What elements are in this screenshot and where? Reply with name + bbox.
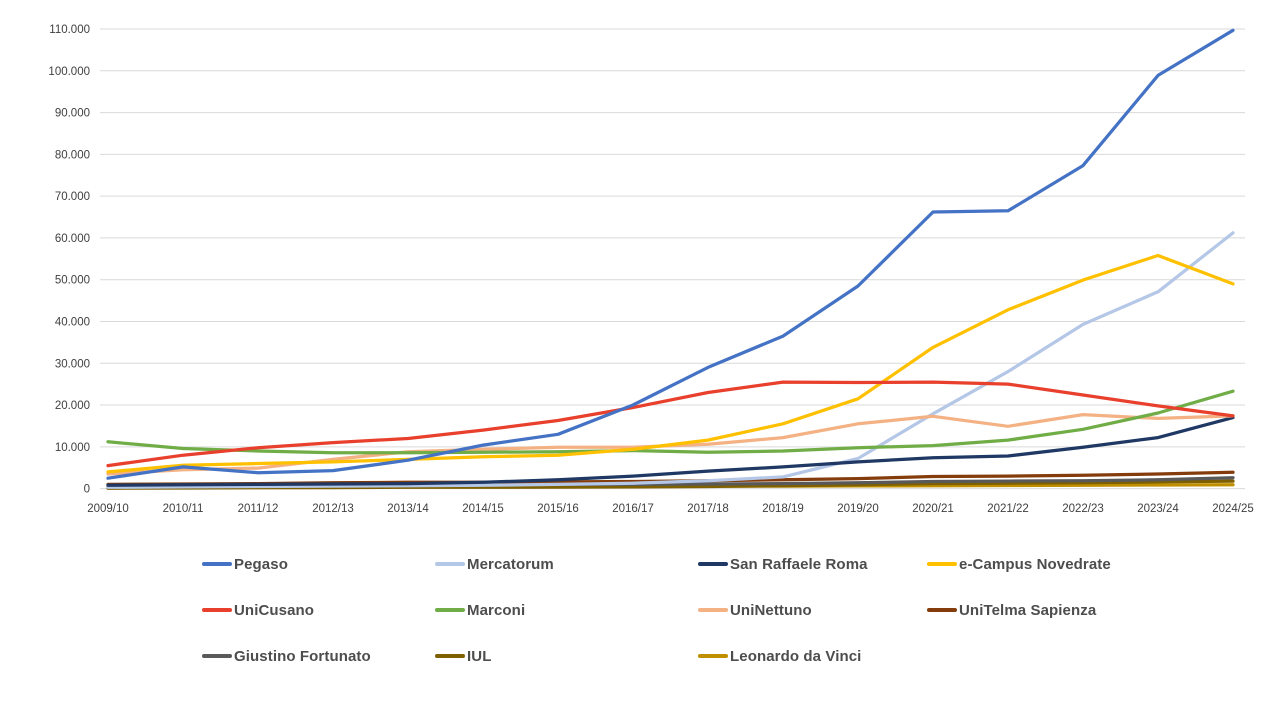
x-tick-label-2014-15: 2014/15 xyxy=(462,503,504,515)
legend-item-unicusano: UniCusano xyxy=(202,602,435,619)
legend-marker-uninettuno xyxy=(698,608,728,612)
legend-item-marconi: Marconi xyxy=(435,602,698,619)
series-line-marconi xyxy=(106,389,1235,455)
legend-label-pegaso: Pegaso xyxy=(234,555,288,573)
legend-item-uninettuno: UniNettuno xyxy=(698,602,927,619)
legend-marker-san-raffaele-roma xyxy=(698,562,728,566)
legend-marker-giustino-fortunato xyxy=(202,654,232,658)
y-tick-label-100-000: 100.000 xyxy=(48,66,90,78)
y-tick-label-90-000: 90.000 xyxy=(55,108,90,120)
legend-marker-unicusano xyxy=(202,608,232,612)
series-line-mercatorum xyxy=(106,231,1235,489)
x-tick-label-2009-10: 2009/10 xyxy=(87,503,129,515)
x-tick-label-2017-18: 2017/18 xyxy=(687,503,729,515)
x-tick-label-2024-25: 2024/25 xyxy=(1212,503,1254,515)
legend-item-unitelma-sapienza: UniTelma Sapienza xyxy=(927,602,1111,619)
x-tick-label-2010-11: 2010/11 xyxy=(163,503,204,515)
series-line-e-campus-novedrate xyxy=(106,253,1235,474)
y-tick-label-20-000: 20.000 xyxy=(55,400,90,412)
x-tick-label-2019-20: 2019/20 xyxy=(837,503,879,515)
legend-marker-leonardo-da-vinci xyxy=(698,654,728,658)
legend-label-leonardo-da-vinci: Leonardo da Vinci xyxy=(730,647,862,665)
y-tick-label-70-000: 70.000 xyxy=(55,191,90,203)
legend-item-mercatorum: Mercatorum xyxy=(435,556,698,573)
legend-label-san-raffaele-roma: San Raffaele Roma xyxy=(730,555,868,573)
series-line-pegaso xyxy=(106,28,1235,480)
x-tick-label-2015-16: 2015/16 xyxy=(537,503,579,515)
x-tick-label-2020-21: 2020/21 xyxy=(912,503,954,515)
legend-label-marconi: Marconi xyxy=(467,601,526,619)
x-tick-label-2016-17: 2016/17 xyxy=(612,503,654,515)
x-tick-label-2012-13: 2012/13 xyxy=(312,503,354,515)
y-tick-label-80-000: 80.000 xyxy=(55,149,90,161)
x-tick-label-2022-23: 2022/23 xyxy=(1062,503,1104,515)
y-tick-label-0: 0 xyxy=(84,484,90,496)
legend-marker-unitelma-sapienza xyxy=(927,608,957,612)
chart-legend: Pegaso Mercatorum San Raffaele Roma e-Campu… xyxy=(202,541,1111,679)
y-tick-label-110-000: 110.000 xyxy=(49,24,90,36)
legend-item-pegaso: Pegaso xyxy=(202,556,435,573)
line-chart-plot-area: 0 10.000 20.000 30.000 40.000 50.000 60.000 70.… xyxy=(48,24,1254,515)
legend-marker-pegaso xyxy=(202,562,232,566)
x-tick-label-2011-12: 2011/12 xyxy=(238,503,279,515)
legend-item-leonardo-da-vinci: Leonardo da Vinci xyxy=(698,648,927,665)
y-tick-label-60-000: 60.000 xyxy=(55,233,90,245)
x-tick-label-2013-14: 2013/14 xyxy=(387,503,429,515)
legend-label-unitelma-sapienza: UniTelma Sapienza xyxy=(959,601,1097,619)
x-tick-label-2023-24: 2023/24 xyxy=(1137,503,1179,515)
legend-marker-iul xyxy=(435,654,465,658)
legend-item-iul: IUL xyxy=(435,648,698,665)
series-line-unicusano xyxy=(106,380,1235,468)
legend-label-e-campus-novedrate: e-Campus Novedrate xyxy=(959,555,1111,573)
x-tick-label-2018-19: 2018/19 xyxy=(762,503,804,515)
legend-marker-marconi xyxy=(435,608,465,612)
legend-label-giustino-fortunato: Giustino Fortunato xyxy=(234,647,371,665)
legend-label-mercatorum: Mercatorum xyxy=(467,555,554,573)
legend-item-san-raffaele-roma: San Raffaele Roma xyxy=(698,556,927,573)
legend-label-iul: IUL xyxy=(467,647,492,665)
legend-marker-mercatorum xyxy=(435,562,465,566)
legend-item-e-campus-novedrate: e-Campus Novedrate xyxy=(927,556,1111,573)
x-tick-label-2021-22: 2021/22 xyxy=(987,503,1029,515)
y-tick-label-30-000: 30.000 xyxy=(55,358,90,370)
y-tick-label-50-000: 50.000 xyxy=(55,275,90,287)
legend-label-unicusano: UniCusano xyxy=(234,601,315,619)
legend-marker-e-campus-novedrate xyxy=(927,562,957,566)
series-line-san-raffaele-roma xyxy=(106,415,1235,487)
legend-label-uninettuno: UniNettuno xyxy=(730,601,812,619)
y-tick-label-10-000: 10.000 xyxy=(55,442,90,454)
legend-item-giustino-fortunato: Giustino Fortunato xyxy=(202,648,435,665)
y-tick-label-40-000: 40.000 xyxy=(55,316,90,328)
